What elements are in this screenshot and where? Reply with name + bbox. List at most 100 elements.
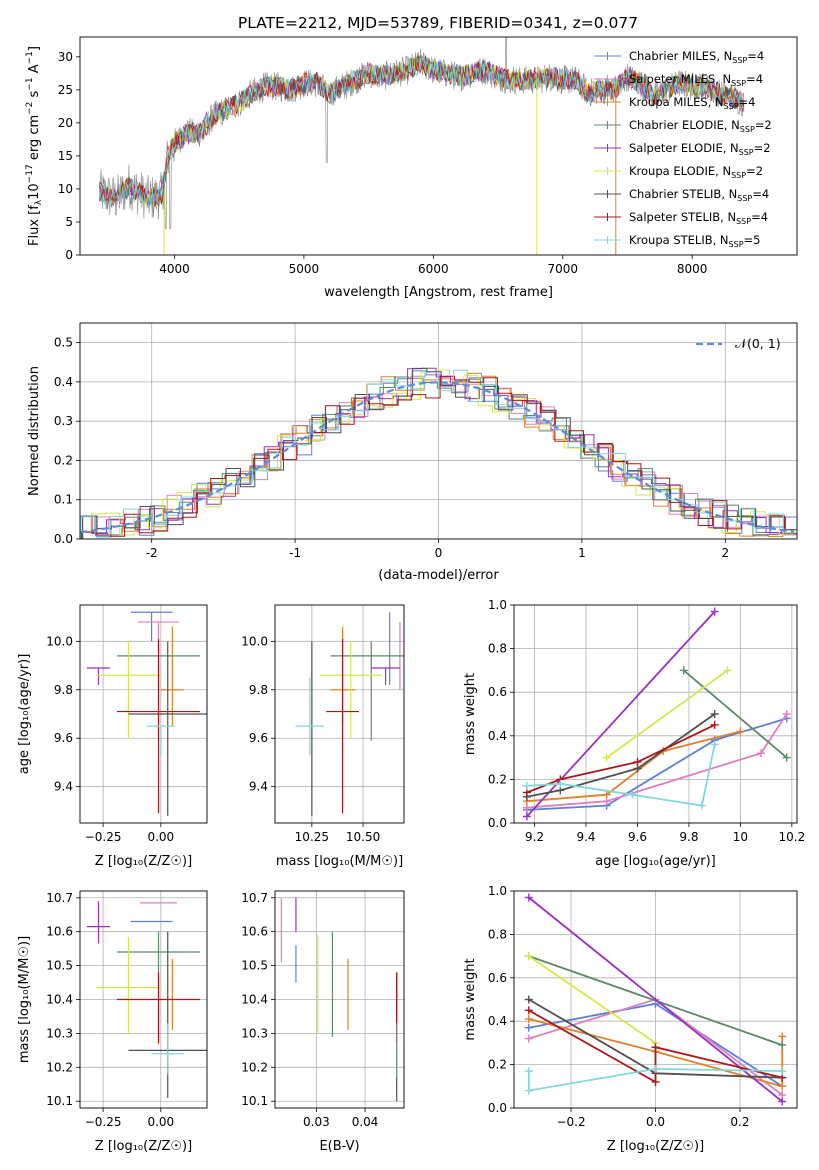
y-tick-label: 10 (58, 182, 73, 196)
y-tick-label: 9.4 (249, 780, 268, 794)
x-tick-label: 10.25 (295, 830, 329, 844)
axes-frame (79, 36, 798, 256)
spectrum-model-line (99, 57, 745, 208)
legend-label: Kroupa STELIB, NSSP=5 (629, 233, 760, 249)
y-axis-label: Normed distribution (27, 366, 42, 496)
weight-series-line (528, 1009, 783, 1084)
legend-label: Kroupa ELODIE, NSSP=2 (629, 164, 763, 180)
x-tick-label: 9.2 (525, 830, 544, 844)
y-tick-label: 10.1 (241, 1094, 268, 1108)
x-tick-label: 0 (435, 546, 443, 560)
plot-area-age-vs-mass (275, 605, 404, 823)
y-tick-label: 0.1 (54, 493, 73, 507)
x-tick-label: 8000 (677, 262, 708, 276)
y-axis-label: age [log₁₀(age/yr)] (17, 654, 32, 775)
y-tick-label: 15 (58, 149, 73, 163)
y-tick-label: 9.6 (249, 731, 268, 745)
y-tick-label: 0.3 (54, 414, 73, 428)
y-tick-label: 10.5 (241, 959, 268, 973)
x-tick-label: −0.2 (556, 1115, 585, 1129)
axes-frame (274, 604, 405, 824)
y-tick-label: 20 (58, 116, 73, 130)
x-tick-label: 9.8 (679, 830, 698, 844)
y-tick-label: 10.0 (46, 634, 73, 648)
y-tick-label: 10.4 (46, 993, 73, 1007)
y-tick-label: 5 (65, 215, 73, 229)
weight-series-line (526, 713, 716, 798)
y-tick-label: 0.2 (54, 453, 73, 467)
y-tick-label: 9.4 (54, 780, 73, 794)
x-tick-label: 9.4 (576, 830, 595, 844)
y-tick-label: 0.8 (488, 642, 507, 656)
y-tick-label: 1.0 (488, 884, 507, 898)
legend-label: Salpeter ELODIE, NSSP=2 (629, 141, 771, 157)
weight-series-line (526, 730, 741, 803)
x-axis-label: Z [log₁₀(Z/Z☉)] (95, 1139, 192, 1154)
x-tick-label: 0.00 (147, 830, 174, 844)
x-tick-label: 6000 (418, 262, 449, 276)
y-tick-label: 0.0 (488, 1101, 507, 1115)
histogram-series (80, 369, 797, 539)
y-tick-label: 0.4 (488, 1014, 507, 1028)
legend-label: Chabrier ELODIE, NSSP=2 (629, 118, 772, 134)
histogram-series (81, 370, 797, 539)
panel-spectrum: 4000 5000 6000 7000 8000 0 5 10 15 20 25 30 waveleng… (25, 36, 798, 300)
x-axis-label: Z [log₁₀(Z/Z☉)] (95, 854, 192, 869)
axes-frame (513, 890, 798, 1109)
y-tick-label: 0.8 (488, 927, 507, 941)
plot-area-spectrum (99, 37, 745, 255)
y-tick-label: 10.0 (241, 634, 268, 648)
y-tick-label: 1.0 (488, 598, 507, 612)
y-tick-label: 10.3 (46, 1026, 73, 1040)
weight-series-line (526, 610, 716, 818)
legend-label: Salpeter MILES, NSSP=4 (629, 72, 763, 88)
panel-age-vs-Z: −0.25 0.00 9.4 9.6 9.8 10.0 Z [log₁₀(Z/Z☉)] age… (17, 604, 208, 869)
panel-mass-vs-Z: −0.25 0.00 10.1 10.2 10.3 10.4 10.5 10.6 10.7 Z [… (17, 890, 208, 1154)
panel-age-vs-mass: 10.25 10.50 9.4 9.6 9.8 10.0 mass [log₁₀(M/M☉)… (241, 604, 405, 869)
y-tick-label: 0.6 (488, 971, 507, 985)
y-axis-label: mass weight (463, 673, 478, 755)
plot-area-mass-vs-Z (80, 891, 207, 1108)
y-axis-label: Flux [fλ10−17 erg cm−2 s−1 A−1] (25, 46, 44, 246)
x-axis-label: mass [log₁₀(M/M☉)] (276, 854, 403, 869)
gaussian-curve (80, 381, 795, 534)
y-tick-label: 0.5 (54, 336, 73, 350)
axes-frame (513, 604, 798, 824)
histogram-series (80, 367, 795, 534)
histogram-series (80, 374, 797, 539)
legend-label: Salpeter STELIB, NSSP=4 (629, 210, 768, 226)
x-tick-label: 0.00 (147, 1115, 174, 1129)
plot-area-weight-vs-age (514, 605, 797, 823)
x-tick-label: 10.50 (346, 830, 380, 844)
x-tick-label: 0.04 (352, 1115, 379, 1129)
y-tick-label: 10.2 (46, 1060, 73, 1074)
plot-area-residuals (80, 323, 797, 539)
histogram-series (80, 376, 796, 537)
x-tick-label: 4000 (159, 262, 190, 276)
y-axis-label: mass weight (463, 958, 478, 1040)
y-tick-label: 9.6 (54, 731, 73, 745)
spectrum-model-line (99, 54, 745, 208)
y-tick-label: 0.4 (488, 729, 507, 743)
y-tick-label: 0.4 (54, 375, 73, 389)
plot-area-weight-vs-Z (514, 891, 797, 1108)
axes-frame (274, 890, 405, 1109)
weight-series-line (528, 955, 657, 1044)
spectrum-model-line (99, 57, 745, 208)
x-tick-label: -2 (146, 546, 158, 560)
axes-frame (79, 604, 208, 824)
legend-label: Chabrier MILES, NSSP=4 (629, 49, 764, 65)
y-tick-label: 10.3 (241, 1026, 268, 1040)
y-tick-label: 10.4 (241, 993, 268, 1007)
x-tick-label: 0.0 (646, 1115, 665, 1129)
y-tick-label: 10.6 (46, 925, 73, 939)
weight-series-line (528, 1018, 784, 1088)
panel-weight-vs-Z: −0.2 0.0 0.2 0.0 0.2 0.4 0.6 0.8 1.0 Z [log₁₀(Z/Z… (463, 884, 798, 1154)
y-axis-label: mass [log₁₀(M/M☉)] (17, 936, 32, 1063)
y-tick-label: 30 (58, 50, 73, 64)
legend-label: Chabrier STELIB, NSSP=4 (629, 187, 769, 203)
y-tick-label: 0.0 (488, 816, 507, 830)
x-tick-label: 0.03 (303, 1115, 330, 1129)
weight-series-line (526, 724, 716, 794)
